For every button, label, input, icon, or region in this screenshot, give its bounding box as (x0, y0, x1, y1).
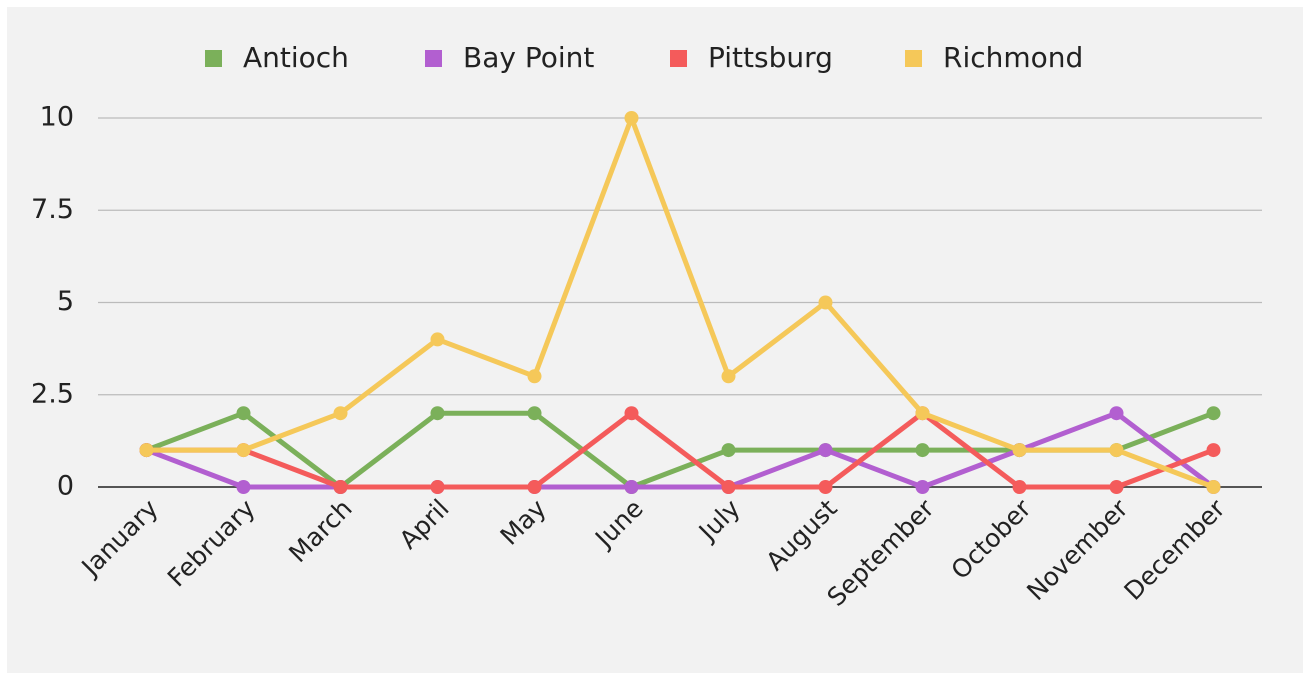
y-tick-label: 7.5 (31, 194, 74, 225)
data-point (236, 406, 251, 421)
series-line (146, 410, 1215, 490)
data-point (527, 480, 542, 494)
data-point (1109, 406, 1124, 421)
data-point (333, 406, 348, 421)
data-point (1109, 443, 1124, 458)
y-tick-label: 5 (57, 286, 74, 317)
data-point (430, 332, 445, 347)
legend-swatch (670, 50, 687, 67)
data-point (624, 480, 639, 494)
data-point (1012, 480, 1027, 494)
data-point (1206, 443, 1221, 458)
data-point (139, 443, 154, 458)
data-point (236, 443, 251, 458)
data-point (818, 295, 833, 310)
data-point (527, 406, 542, 421)
data-point (721, 480, 736, 494)
legend-swatch (205, 50, 222, 67)
data-point (915, 406, 930, 421)
data-point (721, 443, 736, 458)
data-point (721, 369, 736, 384)
y-tick-label: 0 (57, 471, 74, 502)
data-point (1206, 480, 1221, 494)
data-point (236, 480, 251, 494)
legend-label: Richmond (943, 41, 1083, 74)
data-point (1206, 406, 1221, 421)
legend-swatch (425, 50, 442, 67)
legend-label: Pittsburg (708, 41, 833, 74)
data-point (624, 111, 639, 125)
data-point (527, 369, 542, 384)
data-point (915, 480, 930, 494)
data-point (915, 443, 930, 458)
data-point (818, 480, 833, 494)
data-point (624, 406, 639, 421)
series-line (145, 410, 1216, 490)
legend-label: Bay Point (463, 41, 594, 74)
data-point (333, 480, 348, 494)
data-point (1109, 480, 1124, 494)
data-point (430, 406, 445, 421)
data-point (818, 443, 833, 458)
y-tick-label: 10 (40, 102, 74, 133)
data-point (430, 480, 445, 494)
legend-label: Antioch (243, 41, 349, 74)
series-line (146, 115, 1215, 490)
y-tick-label: 2.5 (31, 378, 74, 409)
data-point (1012, 443, 1027, 458)
legend-swatch (905, 50, 922, 67)
